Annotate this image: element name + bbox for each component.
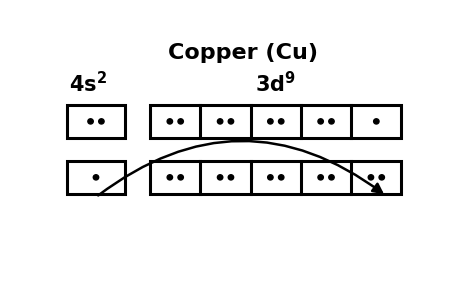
Circle shape bbox=[279, 119, 284, 124]
Circle shape bbox=[167, 175, 173, 180]
Circle shape bbox=[368, 175, 374, 180]
Circle shape bbox=[379, 175, 384, 180]
Circle shape bbox=[218, 175, 223, 180]
Circle shape bbox=[218, 119, 223, 124]
Circle shape bbox=[329, 119, 334, 124]
Circle shape bbox=[279, 175, 284, 180]
Bar bbox=[150, 105, 401, 138]
Text: $\mathbf{4s^2}$: $\mathbf{4s^2}$ bbox=[69, 71, 107, 96]
Text: $\mathbf{3d^9}$: $\mathbf{3d^9}$ bbox=[255, 71, 296, 96]
Circle shape bbox=[318, 175, 323, 180]
Bar bbox=[67, 105, 125, 138]
Circle shape bbox=[228, 119, 234, 124]
Circle shape bbox=[178, 175, 183, 180]
Bar bbox=[150, 160, 401, 194]
Circle shape bbox=[167, 119, 173, 124]
Text: Copper (Cu): Copper (Cu) bbox=[168, 43, 318, 63]
FancyArrowPatch shape bbox=[98, 141, 382, 195]
Circle shape bbox=[93, 175, 99, 180]
Circle shape bbox=[268, 175, 273, 180]
Circle shape bbox=[329, 175, 334, 180]
Circle shape bbox=[88, 119, 93, 124]
Circle shape bbox=[228, 175, 234, 180]
Circle shape bbox=[99, 119, 104, 124]
Bar bbox=[67, 160, 125, 194]
Circle shape bbox=[178, 119, 183, 124]
Circle shape bbox=[374, 119, 379, 124]
Circle shape bbox=[318, 119, 323, 124]
Circle shape bbox=[268, 119, 273, 124]
